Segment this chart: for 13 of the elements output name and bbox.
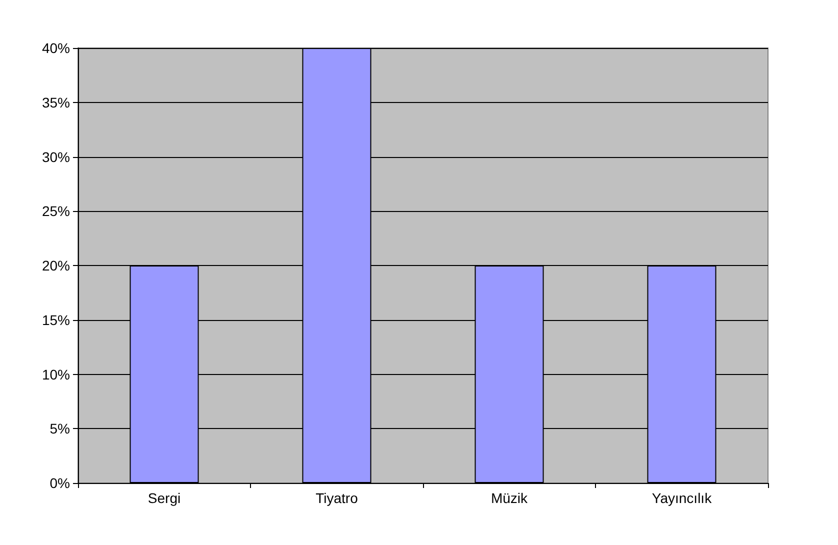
x-tick-label: Müzik <box>490 490 529 506</box>
y-tick-label: 25% <box>42 203 70 220</box>
x-tick-label: Sergi <box>148 490 181 506</box>
y-tick-label: 10% <box>42 366 70 382</box>
y-tick-label: 20% <box>42 258 70 274</box>
y-tick-label: 15% <box>42 312 70 328</box>
y-tick-label: 35% <box>42 94 70 110</box>
x-tick-label: Tiyatro <box>316 490 358 506</box>
x-tick-label: Yayıncılık <box>652 490 713 506</box>
y-tick-label: 30% <box>42 148 70 165</box>
y-tick-label: 0% <box>50 475 70 491</box>
y-tick-label: 5% <box>50 420 70 437</box>
y-tick-label: 40% <box>42 40 70 56</box>
